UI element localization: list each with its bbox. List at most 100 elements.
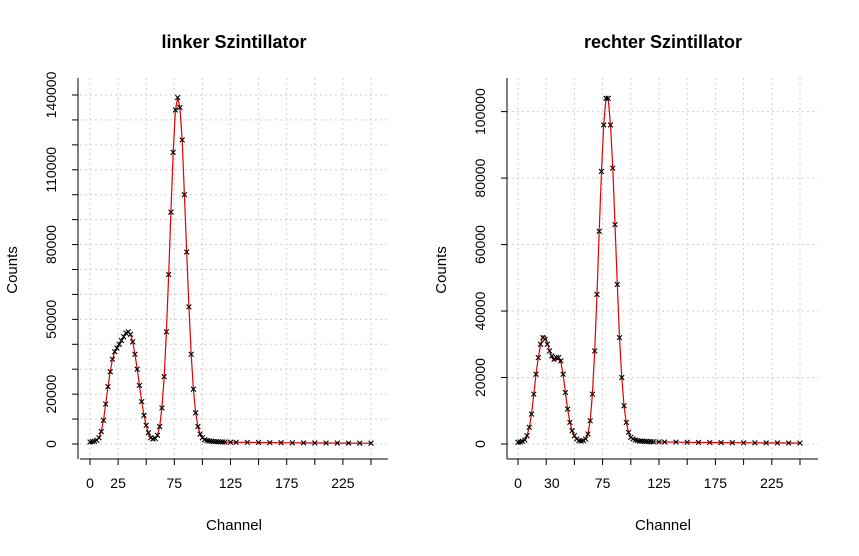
marker-stroke [600, 122, 607, 128]
data-point [186, 304, 192, 310]
marker-stroke [537, 341, 544, 348]
marker-stroke [656, 439, 662, 445]
data-point [718, 439, 724, 446]
data-point [643, 438, 650, 445]
data-point [594, 291, 600, 298]
marker-stroke [179, 137, 185, 143]
marker-stroke [312, 440, 318, 446]
marker-stroke [637, 438, 643, 444]
y-tick-label: 40000 [472, 291, 488, 330]
marker-stroke [368, 440, 374, 446]
data-point [695, 439, 702, 446]
marker-stroke [323, 440, 329, 446]
marker-stroke [524, 432, 530, 439]
data-point [637, 438, 643, 444]
y-tick-label: 80000 [472, 158, 488, 197]
marker-stroke [706, 439, 713, 446]
data-point [614, 281, 621, 288]
marker-stroke [289, 440, 296, 446]
data-point [114, 345, 120, 351]
data-point [569, 427, 575, 434]
marker-stroke [609, 165, 616, 171]
data-point [227, 439, 234, 445]
data-point [141, 412, 147, 419]
data-point [648, 438, 654, 445]
marker-stroke [118, 337, 125, 344]
marker-stroke [105, 383, 111, 390]
fit-line [517, 97, 801, 444]
marker-stroke [729, 439, 736, 446]
x-axis-label: Channel [635, 517, 691, 534]
marker-stroke [100, 417, 107, 424]
marker-stroke [673, 439, 679, 445]
data-point [172, 107, 179, 113]
marker-stroke [161, 373, 167, 380]
marker-stroke [278, 439, 284, 446]
data-point [607, 122, 614, 128]
marker-stroke [650, 438, 657, 445]
marker-stroke [215, 438, 221, 445]
data-point [752, 440, 758, 446]
marker-stroke [98, 428, 105, 435]
data-point [524, 432, 530, 439]
data-point [740, 439, 747, 446]
data-point [528, 411, 535, 417]
data-point [616, 334, 623, 341]
marker-stroke [141, 412, 147, 419]
data-point [600, 122, 607, 128]
marker-stroke [594, 291, 600, 298]
data-point [289, 440, 296, 446]
marker-stroke [544, 341, 551, 348]
fit-series [517, 97, 801, 444]
grid [507, 78, 818, 459]
marker-stroke [546, 348, 553, 354]
marker-stroke [752, 440, 758, 446]
data-point [154, 432, 161, 439]
data-point [105, 383, 111, 390]
data-point [621, 402, 627, 409]
data-point [560, 371, 566, 377]
marker-stroke [267, 439, 273, 446]
marker-stroke [159, 405, 165, 411]
marker-stroke [170, 149, 176, 156]
marker-stroke [183, 249, 190, 255]
x-tick-label: 225 [331, 475, 355, 491]
marker-stroke [589, 391, 596, 397]
marker-stroke [172, 107, 179, 113]
marker-stroke [152, 435, 158, 442]
marker-stroke [661, 439, 668, 445]
x-tick-label: 0 [86, 475, 94, 491]
data-points [87, 94, 374, 446]
data-point [152, 435, 158, 442]
marker-stroke [630, 436, 636, 442]
data-point [596, 228, 603, 235]
marker-stroke [217, 439, 224, 445]
data-points [515, 95, 803, 446]
data-point [163, 329, 170, 335]
marker-stroke [585, 431, 591, 437]
marker-stroke [244, 439, 251, 446]
marker-stroke [192, 410, 199, 416]
data-point [605, 95, 612, 102]
marker-stroke [648, 438, 654, 445]
data-point [334, 440, 341, 446]
marker-stroke [562, 389, 569, 396]
marker-stroke [210, 438, 217, 445]
x-tick-label: 125 [647, 475, 671, 491]
data-point [219, 439, 226, 445]
marker-stroke [138, 398, 145, 405]
marker-stroke [598, 168, 605, 175]
data-point [587, 417, 593, 424]
marker-stroke [646, 438, 652, 445]
data-point [323, 440, 329, 446]
data-point [267, 439, 273, 446]
marker-stroke [774, 440, 781, 446]
data-point [129, 339, 136, 345]
y-tick-label: 140000 [43, 71, 59, 118]
marker-stroke [607, 122, 614, 128]
data-point [181, 191, 188, 198]
marker-stroke [639, 438, 645, 444]
marker-stroke [145, 429, 152, 436]
data-point [521, 437, 528, 443]
marker-stroke [219, 439, 226, 445]
